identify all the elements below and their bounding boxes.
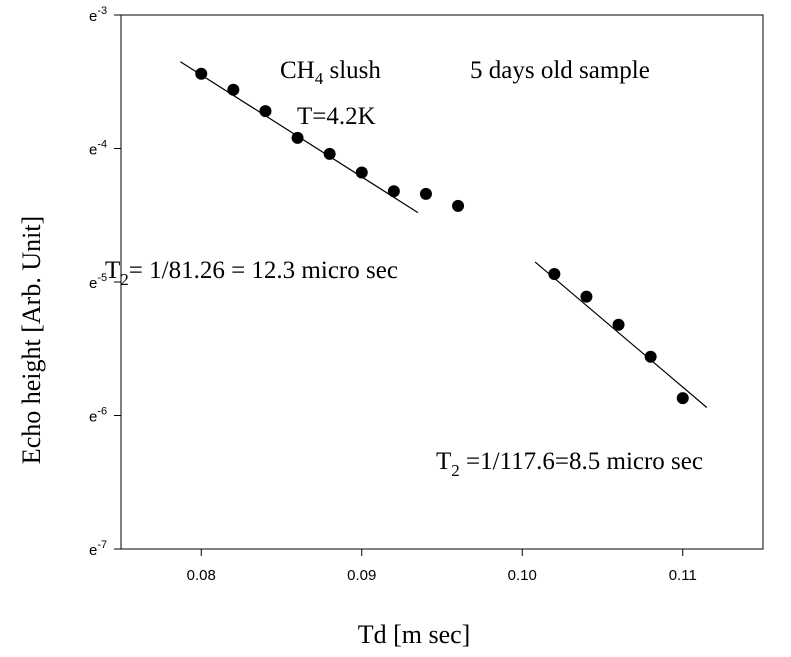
y-tick-label: e-7	[89, 539, 107, 559]
data-point	[259, 105, 272, 118]
y-tick-label: e-4	[89, 139, 107, 159]
data-point	[323, 147, 336, 160]
x-axis-label: Td [m sec]	[358, 620, 471, 649]
data-point	[195, 67, 208, 80]
y-tick-label: e-5	[89, 272, 107, 292]
annotation-t2-fit1: T2= 1/81.26 = 12.3 micro sec	[105, 257, 398, 289]
y-tick-label: e-3	[89, 5, 107, 25]
fit-line	[534, 261, 708, 408]
annotation-sample-age: 5 days old sample	[470, 57, 650, 84]
data-point	[644, 350, 657, 363]
data-point	[548, 267, 561, 280]
data-point	[387, 185, 400, 198]
annotation-t2-fit2: T2 =1/117.6=8.5 micro sec	[436, 448, 703, 480]
y-axis-label: Echo height [Arb. Unit]	[17, 216, 46, 464]
data-point	[227, 83, 240, 96]
data-point	[452, 199, 465, 212]
data-point	[676, 392, 689, 405]
x-tick-label: 0.09	[347, 567, 376, 584]
data-point	[419, 187, 432, 200]
data-point	[291, 131, 304, 144]
annotation-temperature: T=4.2K	[297, 103, 376, 130]
data-points	[195, 67, 689, 405]
x-tick-label: 0.08	[187, 567, 216, 584]
x-tick-label: 0.10	[508, 567, 537, 584]
x-tick-label: 0.11	[669, 567, 697, 584]
data-point	[612, 318, 625, 331]
data-point	[355, 166, 368, 179]
data-point	[580, 290, 593, 303]
y-tick-label: e-6	[89, 406, 107, 426]
ticks-layer: 0.08 0.09 0.10 0.11 e-3 e-4 e-5 e-6 e-7	[89, 5, 697, 584]
fit-lines	[180, 61, 708, 408]
annotation-sample-name: CH4 slush	[280, 57, 381, 88]
